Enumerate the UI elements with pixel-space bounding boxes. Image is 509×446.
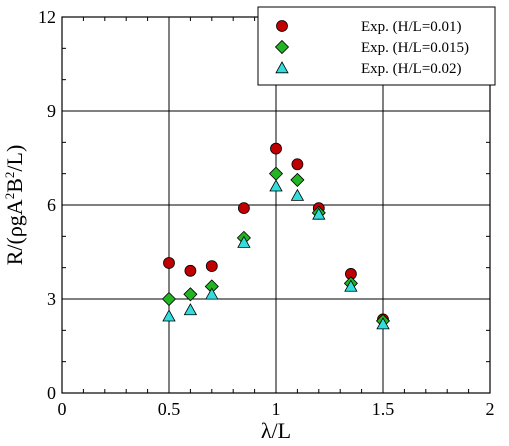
y-axis-label-sup2: 2 [2,172,17,179]
legend-label: Exp. (H/L=0.02) [361,61,462,77]
y-tick-label: 0 [47,383,56,403]
data-point [312,207,326,220]
data-point [290,172,305,187]
x-tick-label: 0 [58,399,67,419]
data-point [376,317,390,330]
y-tick-label: 6 [47,195,56,215]
data-point [183,287,198,302]
series-3 [162,179,390,330]
x-tick-label: 0.5 [158,399,181,419]
y-axis-label-base: R/(ρgA [2,199,27,265]
x-axis-label: λ/L [261,418,291,443]
data-point [205,287,219,300]
data-point [237,235,251,248]
data-point [290,188,305,201]
y-tick-label: 12 [38,7,56,27]
data-point [161,291,177,307]
y-axis-label-end: /L) [2,145,27,172]
data-point [162,309,176,322]
y-tick-label: 3 [47,289,56,309]
legend-marker [274,39,290,55]
y-tick-label: 9 [47,101,56,121]
legend-box [257,6,496,86]
data-points [161,142,391,330]
y-axis-label-sup: 2 [2,193,17,200]
data-point [344,279,358,292]
x-tick-label: 1.5 [372,399,395,419]
legend-label: Exp. (H/L=0.015) [361,40,469,56]
y-axis-label-rest: B [2,178,27,193]
data-point [291,158,304,171]
data-point [163,257,175,269]
data-point [269,179,283,192]
legend: Exp. (H/L=0.01) Exp. (H/L=0.015) Exp. (H/L… [257,6,496,86]
data-point [237,202,250,215]
tick-labels: 0 0.5 1 1.5 2 0 3 6 9 12 [38,7,495,419]
legend-marker [276,20,288,32]
data-point [183,303,198,316]
data-point [205,260,218,273]
data-point [184,264,197,277]
y-axis-label: R/(ρgA2B2/L) [2,145,27,266]
x-tick-label: 2 [486,399,495,419]
x-tick-label: 1 [272,399,281,419]
data-point [270,142,282,155]
legend-marker [275,61,289,74]
legend-label: Exp. (H/L=0.01) [361,19,462,35]
